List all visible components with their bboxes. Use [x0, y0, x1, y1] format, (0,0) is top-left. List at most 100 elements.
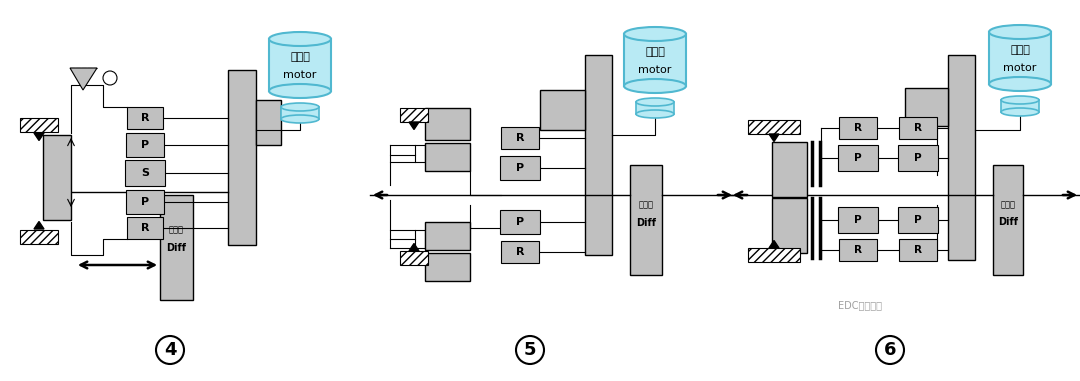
- Text: Diff: Diff: [998, 217, 1018, 227]
- Ellipse shape: [1001, 96, 1039, 104]
- Ellipse shape: [989, 25, 1051, 39]
- Ellipse shape: [269, 84, 330, 98]
- Text: 电动机: 电动机: [291, 52, 310, 62]
- Text: P: P: [854, 215, 862, 225]
- Bar: [160, 195, 193, 300]
- Ellipse shape: [624, 79, 686, 93]
- Bar: [748, 120, 800, 134]
- Circle shape: [156, 336, 184, 364]
- Text: Diff: Diff: [166, 243, 186, 253]
- Bar: [748, 248, 800, 262]
- Bar: [500, 156, 540, 180]
- Ellipse shape: [281, 103, 319, 111]
- Bar: [899, 239, 937, 261]
- Bar: [426, 143, 470, 171]
- Text: 差速器: 差速器: [168, 226, 184, 234]
- Text: P: P: [140, 197, 149, 207]
- Bar: [127, 107, 163, 129]
- Bar: [897, 145, 939, 171]
- Ellipse shape: [636, 98, 674, 106]
- Bar: [636, 102, 674, 114]
- Text: motor: motor: [283, 70, 316, 80]
- Text: 差速器: 差速器: [638, 200, 653, 210]
- Text: S: S: [141, 168, 149, 178]
- Bar: [426, 253, 470, 281]
- Text: R: R: [854, 245, 862, 255]
- Polygon shape: [409, 243, 419, 251]
- Bar: [839, 117, 877, 139]
- Bar: [540, 90, 585, 130]
- Text: P: P: [914, 215, 922, 225]
- Bar: [400, 108, 428, 122]
- Polygon shape: [33, 221, 44, 229]
- Bar: [125, 160, 165, 186]
- Bar: [839, 239, 877, 261]
- Bar: [501, 127, 539, 149]
- Ellipse shape: [636, 110, 674, 118]
- Text: 4: 4: [164, 341, 176, 359]
- Polygon shape: [33, 133, 44, 141]
- Bar: [585, 55, 612, 255]
- Bar: [127, 217, 163, 239]
- Circle shape: [516, 336, 544, 364]
- Bar: [1001, 100, 1039, 112]
- Bar: [21, 118, 58, 132]
- Text: R: R: [516, 247, 524, 257]
- Ellipse shape: [624, 27, 686, 41]
- Bar: [269, 39, 330, 91]
- Bar: [426, 108, 470, 140]
- Polygon shape: [70, 68, 97, 90]
- Bar: [993, 165, 1023, 275]
- Bar: [905, 88, 948, 126]
- Text: P: P: [140, 140, 149, 150]
- Polygon shape: [769, 134, 779, 141]
- Text: Diff: Diff: [636, 218, 656, 228]
- Bar: [21, 230, 58, 244]
- Text: R: R: [854, 123, 862, 133]
- Bar: [899, 117, 937, 139]
- Ellipse shape: [1001, 108, 1039, 116]
- Text: 5: 5: [524, 341, 537, 359]
- Bar: [426, 222, 470, 250]
- Circle shape: [103, 71, 117, 85]
- Bar: [772, 198, 807, 253]
- Bar: [948, 55, 975, 260]
- Text: R: R: [516, 133, 524, 143]
- Ellipse shape: [989, 77, 1051, 91]
- Ellipse shape: [281, 115, 319, 123]
- Bar: [500, 210, 540, 234]
- Text: 差速器: 差速器: [1000, 200, 1015, 210]
- Bar: [43, 135, 71, 220]
- Circle shape: [876, 336, 904, 364]
- Bar: [630, 165, 662, 275]
- Bar: [772, 142, 807, 197]
- Text: R: R: [914, 123, 922, 133]
- Text: R: R: [140, 113, 149, 123]
- Text: 电动机: 电动机: [645, 47, 665, 57]
- Bar: [228, 70, 256, 245]
- Bar: [126, 190, 164, 214]
- Text: EDC电驱未来: EDC电驱未来: [838, 300, 882, 310]
- Text: R: R: [914, 245, 922, 255]
- Text: motor: motor: [1003, 63, 1037, 73]
- Polygon shape: [409, 122, 419, 130]
- Bar: [838, 207, 878, 233]
- Text: P: P: [516, 163, 524, 173]
- Text: 6: 6: [883, 341, 896, 359]
- Text: 电动机: 电动机: [1010, 45, 1030, 55]
- Bar: [838, 145, 878, 171]
- Text: P: P: [854, 153, 862, 163]
- Bar: [989, 32, 1051, 84]
- Bar: [281, 107, 319, 119]
- Ellipse shape: [269, 32, 330, 46]
- Text: P: P: [914, 153, 922, 163]
- Text: motor: motor: [638, 65, 672, 75]
- Bar: [400, 251, 428, 265]
- Polygon shape: [769, 240, 779, 248]
- Bar: [897, 207, 939, 233]
- Bar: [501, 241, 539, 263]
- Bar: [256, 100, 281, 145]
- Text: R: R: [140, 223, 149, 233]
- Bar: [126, 133, 164, 157]
- Text: P: P: [516, 217, 524, 227]
